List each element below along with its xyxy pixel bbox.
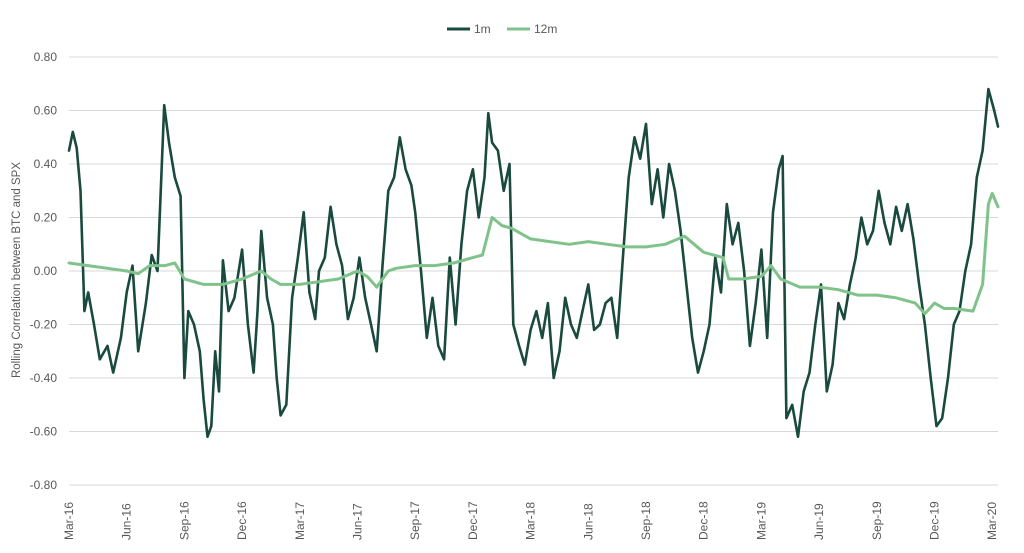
x-tick-label: Mar-20 bbox=[985, 502, 999, 540]
x-tick-label: Dec-17 bbox=[466, 501, 480, 540]
x-tick-label: Dec-16 bbox=[235, 501, 249, 540]
y-tick-label: 0.80 bbox=[34, 50, 58, 64]
y-tick-label: -0.80 bbox=[30, 478, 58, 492]
legend-label-1m: 1m bbox=[474, 22, 491, 36]
legend-label-12m: 12m bbox=[534, 22, 557, 36]
x-axis-ticks: Mar-16 Jun-16 Sep-16 Dec-16 Mar-17 Jun-17 Sep-… bbox=[62, 501, 999, 540]
x-tick-label: Mar-19 bbox=[754, 502, 768, 540]
series-line-12m bbox=[67, 191, 1000, 316]
x-tick-label: Sep-18 bbox=[639, 501, 653, 540]
x-tick-label: Jun-16 bbox=[120, 503, 134, 540]
gridlines bbox=[69, 56, 998, 486]
y-tick-label: -0.40 bbox=[30, 371, 58, 385]
legend: 1m 12m bbox=[447, 22, 557, 36]
y-tick-label: -0.20 bbox=[30, 318, 58, 332]
series-lines bbox=[67, 87, 1000, 439]
y-tick-label: 0.00 bbox=[34, 264, 58, 278]
x-tick-label: Jun-19 bbox=[812, 503, 826, 540]
x-tick-label: Dec-19 bbox=[928, 501, 942, 540]
x-tick-label: Mar-17 bbox=[293, 502, 307, 540]
y-tick-label: 0.60 bbox=[34, 104, 58, 118]
y-tick-label: 0.20 bbox=[34, 211, 58, 225]
y-axis-label: Rolling Correlation between BTC and SPX bbox=[11, 162, 23, 378]
x-tick-label: Sep-17 bbox=[408, 501, 422, 540]
x-tick-label: Dec-18 bbox=[697, 501, 711, 540]
y-tick-label: 0.40 bbox=[34, 157, 58, 171]
x-tick-label: Mar-18 bbox=[524, 502, 538, 540]
series-line-1m bbox=[67, 87, 1000, 439]
x-tick-label: Sep-16 bbox=[177, 501, 191, 540]
x-tick-label: Sep-19 bbox=[870, 501, 884, 540]
x-tick-label: Jun-17 bbox=[351, 503, 365, 540]
y-axis-ticks: 0.80 0.60 0.40 0.20 0.00 -0.20 -0.40 -0.60 -0.80 bbox=[30, 50, 58, 492]
x-tick-label: Jun-18 bbox=[581, 503, 595, 540]
y-tick-label: -0.60 bbox=[30, 425, 58, 439]
x-tick-label: Mar-16 bbox=[62, 502, 76, 540]
